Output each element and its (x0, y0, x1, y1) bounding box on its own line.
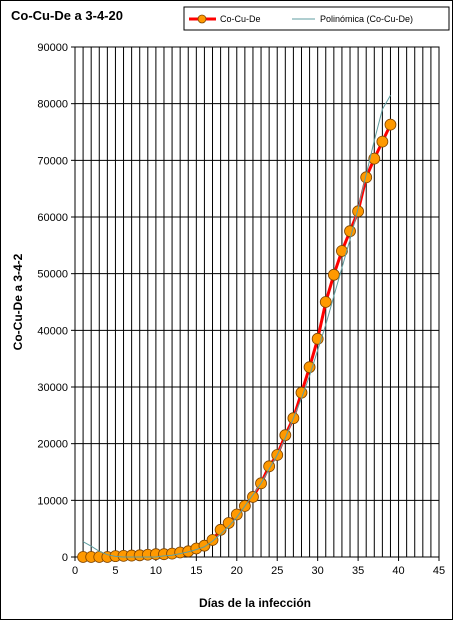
data-point-co-cu-de (247, 491, 259, 503)
data-point-co-cu-de (214, 523, 227, 536)
x-tick-label: 35 (352, 565, 364, 577)
x-tick-label: 20 (231, 565, 243, 577)
x-axis-label: Días de la infección (199, 596, 311, 610)
plot-area (74, 46, 440, 558)
legend: Co-Cu-De Polinómica (Co-Cu-De) (183, 6, 450, 31)
data-point-co-cu-de (198, 539, 211, 552)
data-point-co-cu-de (352, 205, 365, 218)
data-point-co-cu-de (368, 152, 381, 165)
y-tick-labels: 0 10000 20000 30000 40000 50000 60000 70000 8000… (37, 42, 75, 564)
legend-box (183, 6, 450, 31)
x-tick-labels: 0 5 10 15 20 25 30 35 40 45 (72, 557, 445, 577)
data-point-co-cu-de (360, 171, 373, 184)
data-point-co-cu-de (336, 245, 348, 257)
x-tick-label: 0 (72, 565, 78, 577)
x-tick-label: 5 (112, 565, 118, 577)
y-tick-label: 80000 (37, 99, 68, 111)
data-point-co-cu-de (319, 296, 332, 308)
series-layer (77, 94, 397, 563)
grid (75, 47, 439, 557)
data-point-co-cu-de (376, 135, 389, 148)
x-tick-label: 40 (392, 565, 404, 577)
y-tick-label: 30000 (37, 382, 68, 394)
data-point-co-cu-de (327, 268, 340, 281)
data-point-co-cu-de (230, 508, 243, 521)
y-axis-label: Co-Cu-De a 3-4-2 (11, 253, 25, 350)
y-tick-label: 0 (62, 552, 68, 564)
data-point-co-cu-de (222, 517, 235, 529)
x-tick-label: 25 (271, 565, 283, 577)
y-tick-label: 60000 (37, 212, 68, 224)
legend-label-polinomica: Polinómica (Co-Cu-De) (320, 14, 413, 24)
data-point-co-cu-de (344, 225, 356, 238)
y-tick-label: 50000 (37, 269, 68, 281)
x-tick-label: 45 (433, 565, 445, 577)
legend-symbol-co-cu-de-marker (197, 14, 207, 24)
x-tick-label: 15 (190, 565, 202, 577)
x-tick-label: 10 (150, 565, 162, 577)
data-point-co-cu-de (384, 118, 397, 131)
y-tick-label: 70000 (37, 155, 68, 167)
series-line-polinomica (82, 94, 391, 558)
legend-label-co-cu-de: Co-Cu-De (220, 14, 261, 24)
y-tick-label: 40000 (37, 325, 68, 337)
y-tick-label: 20000 (37, 439, 68, 451)
chart-title: Co-Cu-De a 3-4-20 (11, 8, 123, 23)
y-tick-label: 10000 (37, 495, 68, 507)
data-point-co-cu-de (303, 361, 316, 374)
y-tick-label: 90000 (37, 42, 68, 54)
x-tick-label: 30 (312, 565, 324, 577)
